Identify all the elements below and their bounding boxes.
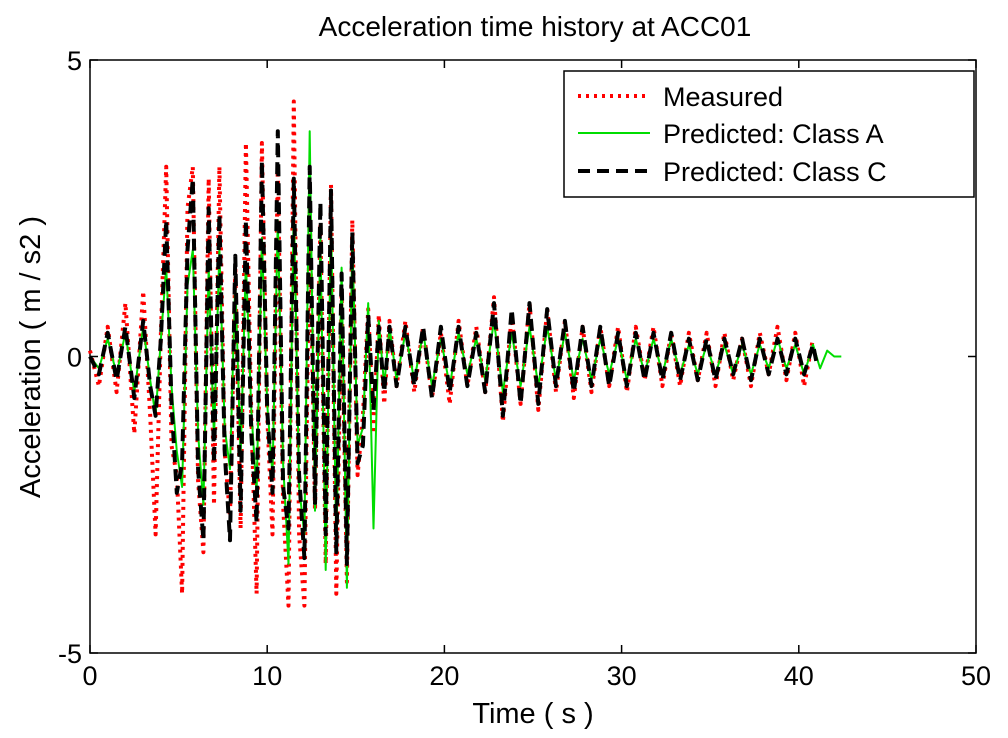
y-tick-label-0: -5 <box>58 639 82 669</box>
x-tick-label-3: 30 <box>607 661 637 691</box>
series-layer <box>88 99 842 608</box>
x-tick-label-1: 10 <box>252 661 282 691</box>
y-axis-label: Acceleration ( m / s2 ) <box>15 216 47 498</box>
x-tick-label-0: 0 <box>82 661 97 691</box>
y-tick-label-2: 5 <box>67 46 82 76</box>
legend-label-class-c: Predicted: Class C <box>663 157 887 187</box>
legend-label-class-a: Predicted: Class A <box>663 119 884 149</box>
chart-title: Acceleration time history at ACC01 <box>319 11 752 42</box>
x-tick-label-4: 40 <box>784 661 814 691</box>
y-tick-label-1: 0 <box>67 343 82 373</box>
x-tick-label-2: 20 <box>429 661 459 691</box>
ticks-layer: 0 10 20 30 40 50-505 <box>58 46 991 691</box>
x-tick-label-5: 50 <box>961 661 991 691</box>
legend-label-measured: Measured <box>663 82 783 112</box>
series-line-3 <box>88 129 819 566</box>
legend: Measured Predicted: Class A Predicted: C… <box>563 70 975 198</box>
x-axis-label: Time ( s ) <box>472 698 593 730</box>
